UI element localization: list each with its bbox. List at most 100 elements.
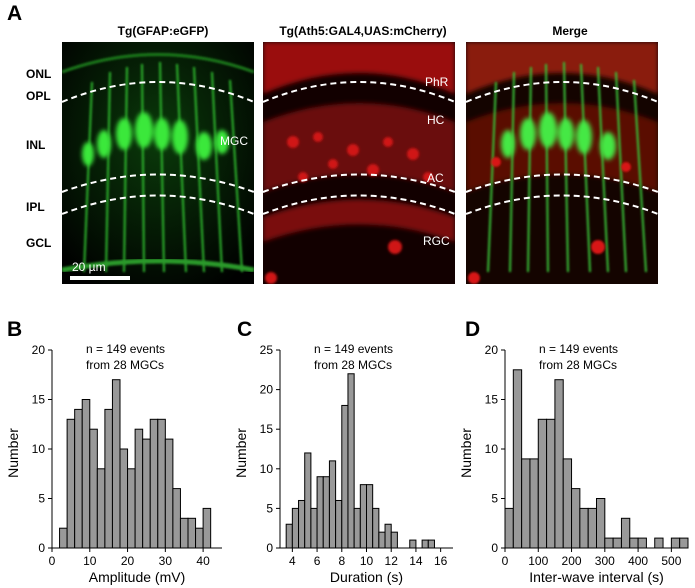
histogram-bar [74,408,83,549]
x-tick-label: 16 [434,554,448,568]
merge-title: Merge [552,24,588,38]
x-tick-label: 8 [338,554,345,568]
histogram-bar [335,499,343,549]
y-tick-label: 5 [266,501,273,515]
layer-label-inl: INL [26,138,46,152]
histogram-bar [195,527,204,549]
x-tick-label: 30 [159,554,173,568]
layer-label-onl: ONL [26,67,52,81]
rgc-label: RGC [423,234,450,248]
merge-micrograph [466,42,658,284]
y-tick-label: 0 [266,541,273,555]
x-tick-label: 0 [502,554,509,568]
ac-label: AC [427,171,444,185]
y-tick-label: 20 [32,343,46,357]
mgc-label: MGC [220,134,248,148]
histogram-bar [604,537,614,549]
x-tick-label: 400 [628,554,648,568]
histogram-bar [328,460,337,549]
annotation-line: n = 149 events [314,342,393,356]
x-tick-label: 100 [528,554,548,568]
histogram-bar [164,438,174,549]
histogram-bar [81,399,91,549]
histogram-bar [127,468,136,549]
histogram-bar [149,418,159,549]
histogram-bar [187,517,197,549]
x-tick-label: 40 [196,554,210,568]
x-tick-label: 20 [121,554,135,568]
x-axis-label: Amplitude (mV) [89,569,185,585]
y-axis-label: Number [233,428,249,478]
histogram-bar [384,523,392,549]
histogram-bar [179,517,189,549]
histogram-bar [172,488,181,549]
y-axis-label: Number [5,428,21,478]
histogram-bar [427,539,435,549]
y-tick-label: 20 [260,383,274,397]
layer-label-gcl: GCL [26,236,52,250]
histogram-bar [670,537,681,549]
amplitude-histogram: 0 5 10 15 20 0 10 20 30 40 Amplitude (mV) Number n =… [5,342,222,585]
panel-a-letter: A [7,2,23,25]
histogram-bar [612,537,622,549]
histogram-bar [366,484,374,549]
histogram-bar [620,517,631,549]
histogram-bar [291,507,300,549]
histogram-bar [512,369,523,549]
histogram-bar [285,523,293,549]
histogram-bar [571,488,581,549]
histogram-bar [142,438,151,549]
histogram-bar [111,379,121,549]
x-tick-label: 4 [289,554,296,568]
annotation-line: from 28 MGCs [86,358,164,372]
histogram-bar [596,498,606,549]
x-tick-label: 14 [409,554,423,568]
ath5-title: Tg(Ath5:GAL4,UAS:mCherry) [279,24,447,38]
histogram-bar [587,507,598,549]
histogram-bar [546,418,556,549]
x-tick-label: 500 [661,554,681,568]
x-tick-label: 10 [83,554,97,568]
histogram-bar [157,418,166,549]
histogram-bar [504,507,514,549]
histogram-bar [353,507,361,549]
histogram-bar [316,476,324,549]
duration-histogram: 0 5 10 15 20 25 4 6 8 10 12 14 16 Duration (s) Number n… [233,342,453,585]
y-tick-label: 10 [32,442,46,456]
x-tick-label: 12 [385,554,399,568]
histogram-bar [359,484,368,549]
layer-label-opl: OPL [26,89,51,103]
y-tick-label: 15 [260,422,274,436]
histogram-bar [629,537,639,549]
y-tick-label: 10 [485,442,499,456]
histogram-bar [654,537,664,549]
y-tick-label: 15 [32,393,46,407]
histogram-bar [298,499,306,549]
annotation-line: n = 149 events [86,342,165,356]
ath5-micrograph: PhR HC AC RGC [263,42,455,284]
gfap-title: Tg(GFAP:eGFP) [117,24,209,38]
histogram-bar [378,531,386,549]
histogram-bar [59,527,68,549]
histogram-bar [579,507,589,549]
scale-bar-label: 20 µm [72,260,106,274]
panel-c-letter: C [237,318,253,341]
x-tick-label: 10 [360,554,374,568]
y-tick-label: 10 [260,462,274,476]
layer-label-ipl: IPL [26,200,45,214]
x-tick-label: 200 [562,554,582,568]
histogram-bar [96,468,106,549]
y-axis-label: Number [458,428,474,478]
histogram-bar [347,373,355,549]
histogram-bar [104,408,113,549]
y-tick-label: 20 [485,343,499,357]
annotation-line: from 28 MGCs [314,358,392,372]
histogram-bar [409,539,417,549]
annotation-line: n = 149 events [539,342,618,356]
histogram-bar [341,404,349,549]
histogram-bar [421,539,429,549]
histogram-bar [322,476,330,549]
histogram-bar [562,458,573,549]
histogram-bar [521,458,531,549]
